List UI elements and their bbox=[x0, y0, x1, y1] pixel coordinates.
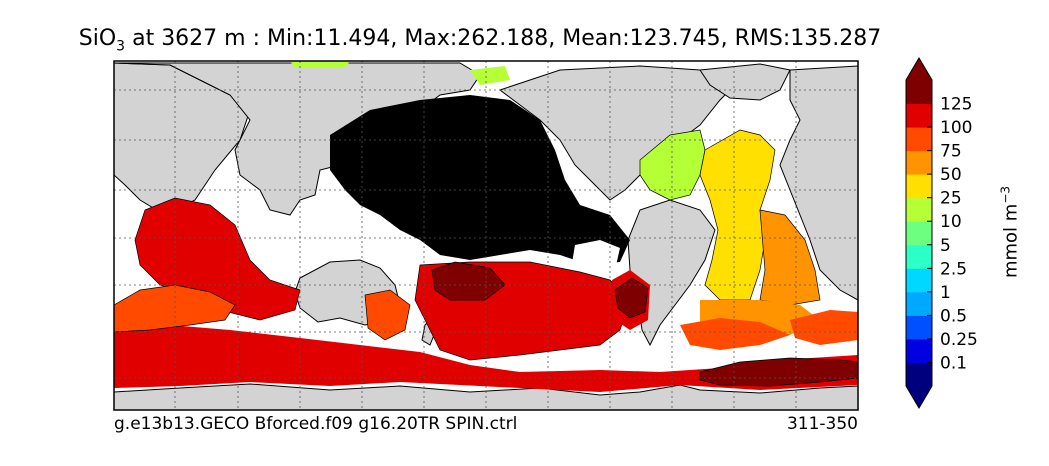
colorbar-band bbox=[906, 127, 932, 152]
region-atlantic-50 bbox=[759, 209, 821, 306]
colorbar-units-label: mmol m−3 bbox=[999, 186, 1022, 278]
colorbar-tick-label: 0.25 bbox=[940, 330, 978, 350]
years-label: 311-350 bbox=[786, 414, 858, 434]
colorbar-band bbox=[906, 291, 932, 316]
colorbar-tick-label: 10 bbox=[940, 212, 962, 232]
colorbar-band bbox=[906, 244, 932, 269]
title-variable: SiO bbox=[78, 26, 117, 51]
region-peru-125 bbox=[614, 277, 649, 319]
colorbar-band bbox=[906, 338, 932, 363]
map-gridlines bbox=[114, 61, 858, 410]
region-arctic-10b bbox=[290, 61, 350, 68]
colorbar-tick-label: 100 bbox=[940, 118, 972, 138]
colorbar-extend-max bbox=[906, 58, 932, 80]
units-exponent: −3 bbox=[998, 185, 1013, 204]
colorbar-tick-label: 25 bbox=[940, 189, 962, 209]
region-indian-75 bbox=[114, 284, 236, 333]
colorbar-band bbox=[906, 150, 932, 175]
region-north-atlantic-10 bbox=[639, 129, 706, 201]
colorbar-tick-label: 2.5 bbox=[940, 259, 967, 279]
colorbar-band bbox=[906, 197, 932, 222]
plot-title: SiO3 at 3627 m : Min:11.494, Max:262.188… bbox=[0, 26, 960, 54]
region-tasman-75 bbox=[364, 289, 411, 341]
colorbar-tick-label: 5 bbox=[940, 236, 951, 256]
colorbar-tick-label: 75 bbox=[940, 142, 962, 162]
title-stats: at 3627 m : Min:11.494, Max:262.188, Mea… bbox=[125, 26, 882, 51]
colorbar-tick-label: 1 bbox=[940, 283, 951, 303]
colorbar-extend-min bbox=[906, 386, 932, 408]
colorbar-tick-label: 50 bbox=[940, 165, 962, 185]
colorbar-outline bbox=[905, 57, 933, 409]
units-base: mmol m bbox=[1000, 203, 1022, 279]
region-weddell-75 bbox=[790, 310, 858, 345]
colorbar-band bbox=[906, 103, 932, 128]
colorbar-band bbox=[906, 174, 932, 199]
colorbar-band bbox=[906, 221, 932, 246]
map-frame bbox=[113, 60, 859, 411]
land-africa-east bbox=[779, 65, 858, 301]
region-north-pacific-125 bbox=[431, 261, 506, 301]
colorbar-tick-label: 125 bbox=[940, 95, 972, 115]
title-subscript: 3 bbox=[116, 38, 126, 55]
colorbar-band bbox=[906, 268, 932, 293]
land-eurasia bbox=[114, 62, 481, 216]
region-arctic-10 bbox=[470, 66, 510, 85]
land-greenland bbox=[699, 63, 791, 101]
region-scotia-75 bbox=[680, 318, 790, 350]
region-weddell-125 bbox=[699, 357, 858, 387]
colorbar-band bbox=[906, 80, 932, 105]
colorbar-tick-label: 0.5 bbox=[940, 306, 967, 326]
colorbar-band bbox=[906, 362, 932, 387]
case-name-label: g.e13b13.GECO Bforced.f09 g16.20TR SPIN.… bbox=[114, 414, 518, 434]
colorbar-band bbox=[906, 315, 932, 340]
region-deep-pacific bbox=[330, 95, 630, 265]
colorbar-tick-label: 0.1 bbox=[940, 353, 967, 373]
region-deep-pacific-patch bbox=[570, 240, 620, 282]
